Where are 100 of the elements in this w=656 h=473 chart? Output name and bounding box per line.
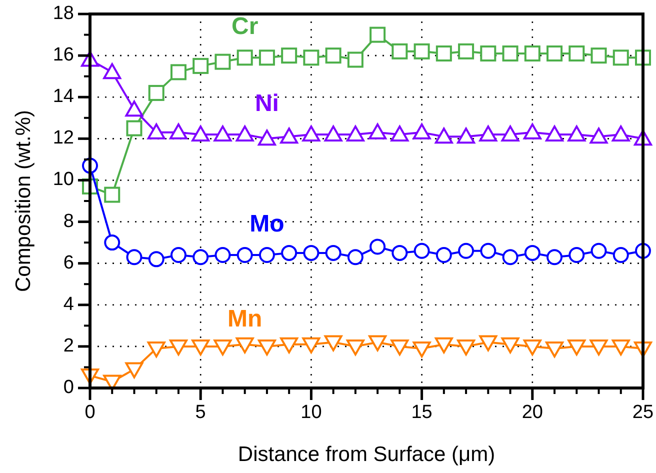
point xyxy=(192,249,209,266)
point xyxy=(434,128,453,144)
point xyxy=(258,247,275,264)
point xyxy=(147,342,166,358)
point xyxy=(590,128,608,144)
point xyxy=(214,126,232,142)
x-tick-label: 0 xyxy=(84,402,96,423)
point xyxy=(392,43,408,60)
point xyxy=(236,247,253,264)
point xyxy=(612,126,630,142)
y-tick-label: 2 xyxy=(63,335,74,356)
point xyxy=(412,123,431,140)
point xyxy=(303,244,320,261)
point xyxy=(501,126,520,142)
y-tick-label: 14 xyxy=(52,86,74,108)
point xyxy=(192,58,209,74)
point xyxy=(590,339,608,356)
point xyxy=(546,45,563,62)
point xyxy=(457,339,476,356)
point xyxy=(169,123,188,140)
point xyxy=(214,54,231,70)
point xyxy=(524,244,540,261)
point xyxy=(590,242,607,259)
point xyxy=(523,123,542,140)
point xyxy=(104,186,120,203)
point xyxy=(148,84,164,101)
x-tick-label: 10 xyxy=(300,402,322,423)
point xyxy=(480,45,496,62)
point xyxy=(236,337,254,354)
point xyxy=(169,339,188,356)
series-label: Cr xyxy=(232,12,258,40)
point xyxy=(412,342,431,358)
point xyxy=(147,123,166,140)
point xyxy=(568,339,586,356)
y-tick-label: 16 xyxy=(52,44,74,66)
point xyxy=(126,249,142,266)
x-tick-label: 5 xyxy=(195,402,206,423)
point xyxy=(346,339,364,356)
y-tick-label: 4 xyxy=(63,294,74,315)
point xyxy=(436,45,452,62)
point xyxy=(414,242,430,259)
point xyxy=(546,126,564,142)
x-tick-label: 15 xyxy=(411,402,432,423)
series-label: Mn xyxy=(228,306,262,333)
point xyxy=(125,362,144,378)
point xyxy=(104,234,120,251)
point xyxy=(126,120,142,136)
point xyxy=(612,339,630,356)
point xyxy=(568,247,585,264)
point xyxy=(368,335,387,352)
point xyxy=(590,48,607,64)
point xyxy=(214,247,231,264)
point xyxy=(325,48,342,64)
point xyxy=(125,100,144,117)
point xyxy=(324,335,342,352)
point xyxy=(302,126,320,142)
point xyxy=(280,337,298,354)
point xyxy=(436,247,452,264)
point xyxy=(524,45,540,62)
point xyxy=(479,126,498,142)
point xyxy=(236,50,253,66)
point xyxy=(281,244,298,261)
point xyxy=(568,45,585,62)
point xyxy=(612,247,629,264)
point xyxy=(479,335,498,352)
y-tick-label: 6 xyxy=(63,252,74,274)
point xyxy=(392,244,408,261)
point xyxy=(502,249,518,266)
point xyxy=(324,126,342,142)
point xyxy=(434,337,453,354)
point xyxy=(103,63,122,80)
x-tick-label: 25 xyxy=(632,402,654,423)
y-tick-label: 10 xyxy=(52,169,74,190)
point xyxy=(302,337,320,354)
point xyxy=(258,50,275,66)
point xyxy=(170,247,186,264)
y-tick-label: 8 xyxy=(63,210,74,232)
point xyxy=(347,249,364,266)
point xyxy=(523,339,542,356)
point xyxy=(390,126,409,142)
point xyxy=(457,128,476,144)
point xyxy=(148,251,164,268)
point xyxy=(546,249,563,266)
y-tick-label: 0 xyxy=(63,377,74,398)
y-tick-label: 18 xyxy=(52,3,74,24)
point xyxy=(480,242,496,259)
point xyxy=(568,126,586,142)
point xyxy=(370,26,386,43)
point xyxy=(346,126,364,142)
point xyxy=(414,43,430,60)
point xyxy=(546,342,564,358)
x-tick-label: 20 xyxy=(522,402,543,423)
point xyxy=(258,339,276,356)
point xyxy=(192,339,210,356)
point xyxy=(368,123,387,140)
point xyxy=(258,130,276,146)
point xyxy=(281,48,298,64)
point xyxy=(347,52,364,68)
series-label: Mo xyxy=(250,210,284,238)
point xyxy=(502,45,518,62)
